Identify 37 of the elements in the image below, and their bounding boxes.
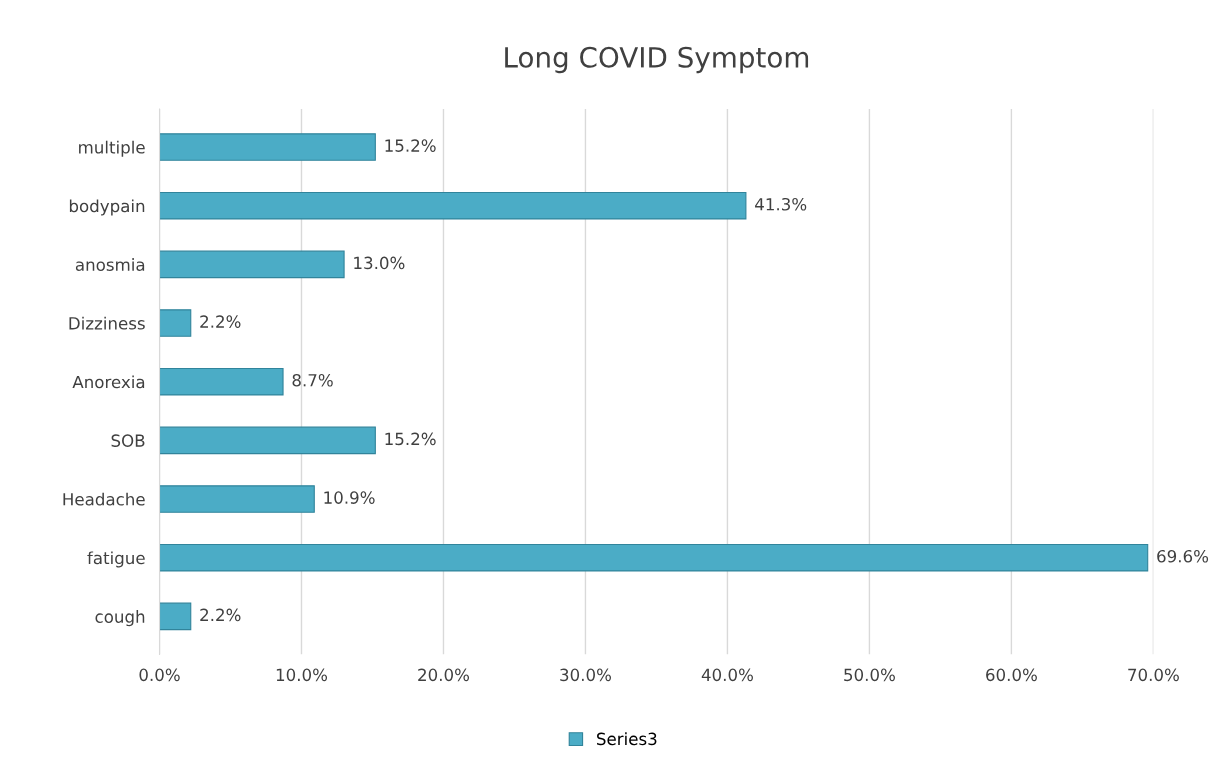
data-label: 2.2% <box>200 608 241 622</box>
x-tick-label: 30.0% <box>560 668 612 682</box>
bar <box>159 250 345 279</box>
y-tick-label: Anorexia <box>72 375 145 389</box>
bar <box>159 309 192 337</box>
y-tick-label: SOB <box>111 434 145 447</box>
bar <box>159 133 376 161</box>
data-label: 13.0% <box>354 256 405 270</box>
x-tick-label: 50.0% <box>844 668 895 682</box>
y-tick-label: anosmia <box>75 258 145 271</box>
bar <box>159 191 747 220</box>
y-tick-label: multiple <box>79 140 145 157</box>
bar <box>159 426 376 455</box>
data-label: 2.2% <box>200 315 241 328</box>
x-tick-label: 20.0% <box>418 668 470 682</box>
data-label: 15.2% <box>385 432 436 446</box>
x-tick-label: 0.0% <box>139 668 180 682</box>
data-label: 15.2% <box>385 139 436 152</box>
bar <box>159 367 284 396</box>
y-tick-label: bodypain <box>69 199 145 216</box>
y-tick-label: Dizziness <box>69 316 145 330</box>
data-label: 41.3% <box>755 197 807 211</box>
x-tick-label: 60.0% <box>986 668 1037 682</box>
bar <box>159 485 315 513</box>
data-label: 69.6% <box>1157 549 1209 563</box>
y-tick-label: cough <box>95 610 145 627</box>
chart-title: Long COVID Symptom <box>505 46 809 74</box>
x-tick-label: 70.0% <box>1128 668 1179 682</box>
data-label: 10.9% <box>324 491 375 504</box>
y-tick-label: Headache <box>63 492 145 506</box>
bar <box>159 543 1149 572</box>
x-tick-label: 10.0% <box>276 668 328 682</box>
bar <box>159 602 192 631</box>
y-tick-label: fatigue <box>87 551 145 568</box>
legend-label: Series3 <box>597 732 657 746</box>
x-tick-label: 40.0% <box>701 668 753 682</box>
data-label: 8.7% <box>292 373 333 387</box>
